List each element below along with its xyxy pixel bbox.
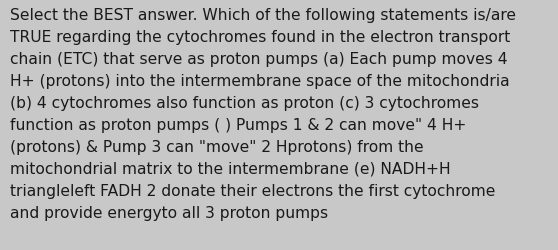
Text: (b) 4 cytochromes also function as proton (c) 3 cytochromes: (b) 4 cytochromes also function as proto… <box>10 96 479 110</box>
Text: mitochondrial matrix to the intermembrane (e) NADH+H: mitochondrial matrix to the intermembran… <box>10 161 451 176</box>
Text: function as proton pumps ( ) Pumps 1 & 2 can move" 4 H+: function as proton pumps ( ) Pumps 1 & 2… <box>10 118 466 132</box>
Text: H+ (protons) into the intermembrane space of the mitochondria: H+ (protons) into the intermembrane spac… <box>10 74 509 89</box>
Text: chain (ETC) that serve as proton pumps (a) Each pump moves 4: chain (ETC) that serve as proton pumps (… <box>10 52 508 67</box>
Text: triangleleft FADH 2 donate their electrons the first cytochrome: triangleleft FADH 2 donate their electro… <box>10 183 496 198</box>
Text: and provide energyto all 3 proton pumps: and provide energyto all 3 proton pumps <box>10 205 328 220</box>
Text: (protons) & Pump 3 can "move" 2 Hprotons) from the: (protons) & Pump 3 can "move" 2 Hprotons… <box>10 140 424 154</box>
Text: Select the BEST answer. Which of the following statements is/are: Select the BEST answer. Which of the fol… <box>10 8 516 23</box>
Text: TRUE regarding the cytochromes found in the electron transport: TRUE regarding the cytochromes found in … <box>10 30 510 45</box>
